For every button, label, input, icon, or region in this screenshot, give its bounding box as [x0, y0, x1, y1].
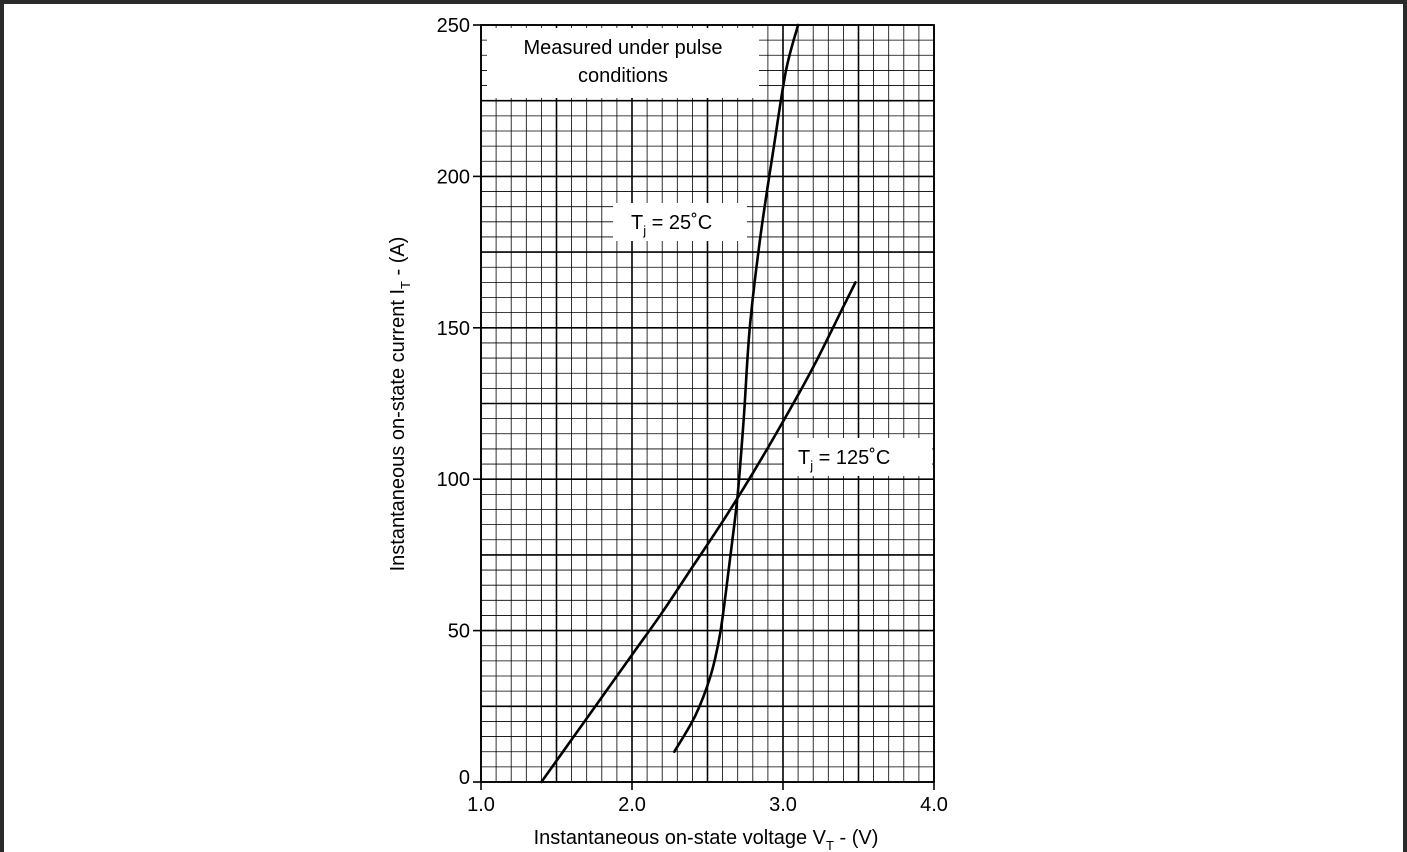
- series-label-125: Tj = 125˚C: [798, 447, 890, 473]
- y-tick-label: 100: [437, 469, 470, 491]
- series-label-box-25: [613, 203, 747, 241]
- series-label-125-sub: j: [809, 458, 813, 473]
- x-tick-label: 4.0: [920, 794, 948, 816]
- grid: [473, 24, 935, 790]
- series-label-25-main: T: [631, 212, 643, 234]
- y-axis-label-main: Instantaneous on-state current I: [387, 289, 409, 571]
- y-tick-label: 150: [437, 318, 470, 340]
- series-label-125-tail: = 125˚C: [813, 447, 890, 469]
- series-line-tj-125c: [540, 281, 857, 784]
- x-tick-label: 1.0: [467, 794, 495, 816]
- series-label-box-125: [784, 438, 932, 476]
- x-axis-label: Instantaneous on-state voltage VT - (V): [534, 827, 879, 852]
- series-label-25-sub: j: [642, 223, 646, 238]
- x-axis-label-sub: T: [826, 838, 834, 852]
- annotation-line-2: conditions: [578, 65, 668, 87]
- series-label-25: Tj = 25˚C: [631, 212, 712, 238]
- y-axis-label-sub: T: [398, 281, 413, 289]
- series-line-tj-25c: [672, 23, 800, 754]
- y-tick-label: 50: [448, 621, 470, 643]
- x-axis-label-main: Instantaneous on-state voltage V: [534, 827, 827, 849]
- series-label-25-tail: = 25˚C: [646, 212, 712, 234]
- plot-border: [480, 24, 935, 783]
- x-axis-label-tail: - (V): [834, 827, 878, 849]
- y-tick-label: 200: [437, 166, 470, 188]
- series-label-125-main: T: [798, 447, 810, 469]
- y-tick-label: 0: [459, 767, 470, 789]
- annotation-box: [487, 28, 759, 98]
- x-tick-label: 2.0: [618, 794, 646, 816]
- y-axis-label: Instantaneous on-state current IT - (A): [387, 237, 413, 572]
- series-layer: [540, 23, 857, 784]
- y-tick-label: 250: [437, 15, 470, 37]
- y-axis-label-tail: - (A): [387, 237, 409, 281]
- annotation-line-1: Measured under pulse: [523, 37, 722, 59]
- x-tick-label: 3.0: [769, 794, 797, 816]
- tick-labels: 1.0 2.0 3.0 4.0 0 50 100 150 200 250: [437, 15, 948, 816]
